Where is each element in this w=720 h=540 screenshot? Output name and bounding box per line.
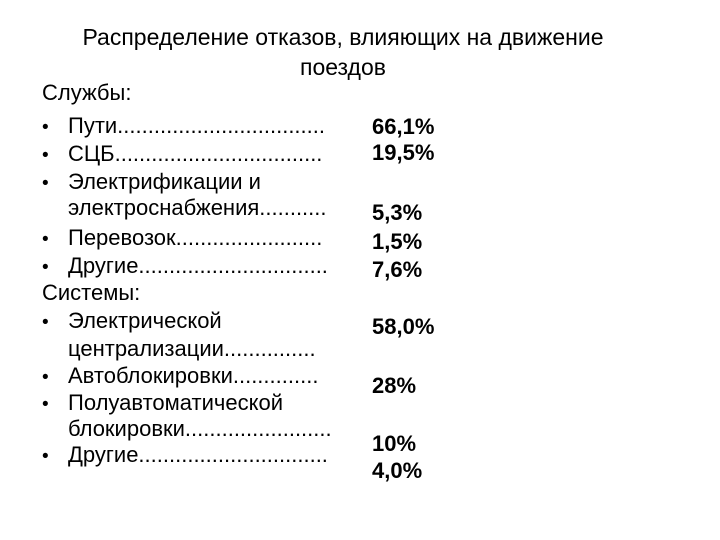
percent-value: 66,1% xyxy=(372,114,435,139)
item-text: Пути.................................. xyxy=(68,113,325,138)
item-text: Электрификации и xyxy=(68,169,261,194)
percent-value: 19,5% xyxy=(372,140,435,165)
slide-title: Распределение отказов, влияющих на движе… xyxy=(23,23,663,82)
bullet-icon: • xyxy=(42,173,49,194)
bullet-icon: • xyxy=(42,312,49,333)
percent-value: 1,5% xyxy=(372,229,423,254)
item-text: СЦБ.................................. xyxy=(68,141,323,166)
item-text: Автоблокировки.............. xyxy=(68,363,319,388)
list-item: • Пути.................................. xyxy=(42,112,387,142)
bullet-icon: • xyxy=(42,145,49,166)
list-item: • Перевозок........................ xyxy=(42,224,387,254)
item-text: Полуавтоматической xyxy=(68,390,283,415)
bullet-icon: • xyxy=(42,229,49,250)
bullet-icon: • xyxy=(42,117,49,138)
percent-value: 10% xyxy=(372,431,417,456)
item-text: электроснабжения........... xyxy=(68,195,327,220)
title-line: Распределение отказов, влияющих на движе… xyxy=(82,24,604,50)
list-item: • Полуавтоматической xyxy=(42,389,387,419)
item-text: Перевозок........................ xyxy=(68,225,323,250)
list-item: • СЦБ.................................. xyxy=(42,140,387,170)
list-item-continuation: электроснабжения........... xyxy=(42,194,413,222)
percent-value: 7,6% xyxy=(372,257,423,282)
list-item: • Другие............................... xyxy=(42,252,387,282)
heading-text: Системы: xyxy=(42,280,141,305)
title-line: поездов xyxy=(299,53,386,80)
list-item: • Электрической xyxy=(42,307,387,337)
percent-value: 4,0% xyxy=(372,458,423,483)
bullet-icon: • xyxy=(42,394,49,415)
bullet-icon: • xyxy=(42,257,49,278)
list-item: • Автоблокировки.............. xyxy=(42,362,387,392)
section-heading: Службы: xyxy=(42,79,387,107)
item-text: блокировки........................ xyxy=(68,416,332,441)
list-item-continuation: блокировки........................ xyxy=(42,415,413,443)
percent-value: 5,3% xyxy=(372,200,423,225)
bullet-icon: • xyxy=(42,367,49,388)
item-text: централизации............... xyxy=(68,336,316,361)
section-heading: Системы: xyxy=(42,279,387,307)
item-text: Другие............................... xyxy=(68,442,328,467)
list-item: • Другие............................... xyxy=(42,441,387,471)
item-text: Другие............................... xyxy=(68,253,328,278)
percent-value: 58,0% xyxy=(372,314,435,339)
percent-value: 28% xyxy=(372,373,417,398)
list-item-continuation: централизации............... xyxy=(42,335,413,363)
list-item: • Электрификации и xyxy=(42,168,387,198)
item-text: Электрической xyxy=(68,308,222,333)
heading-text: Службы: xyxy=(42,80,132,105)
bullet-icon: • xyxy=(42,446,49,467)
